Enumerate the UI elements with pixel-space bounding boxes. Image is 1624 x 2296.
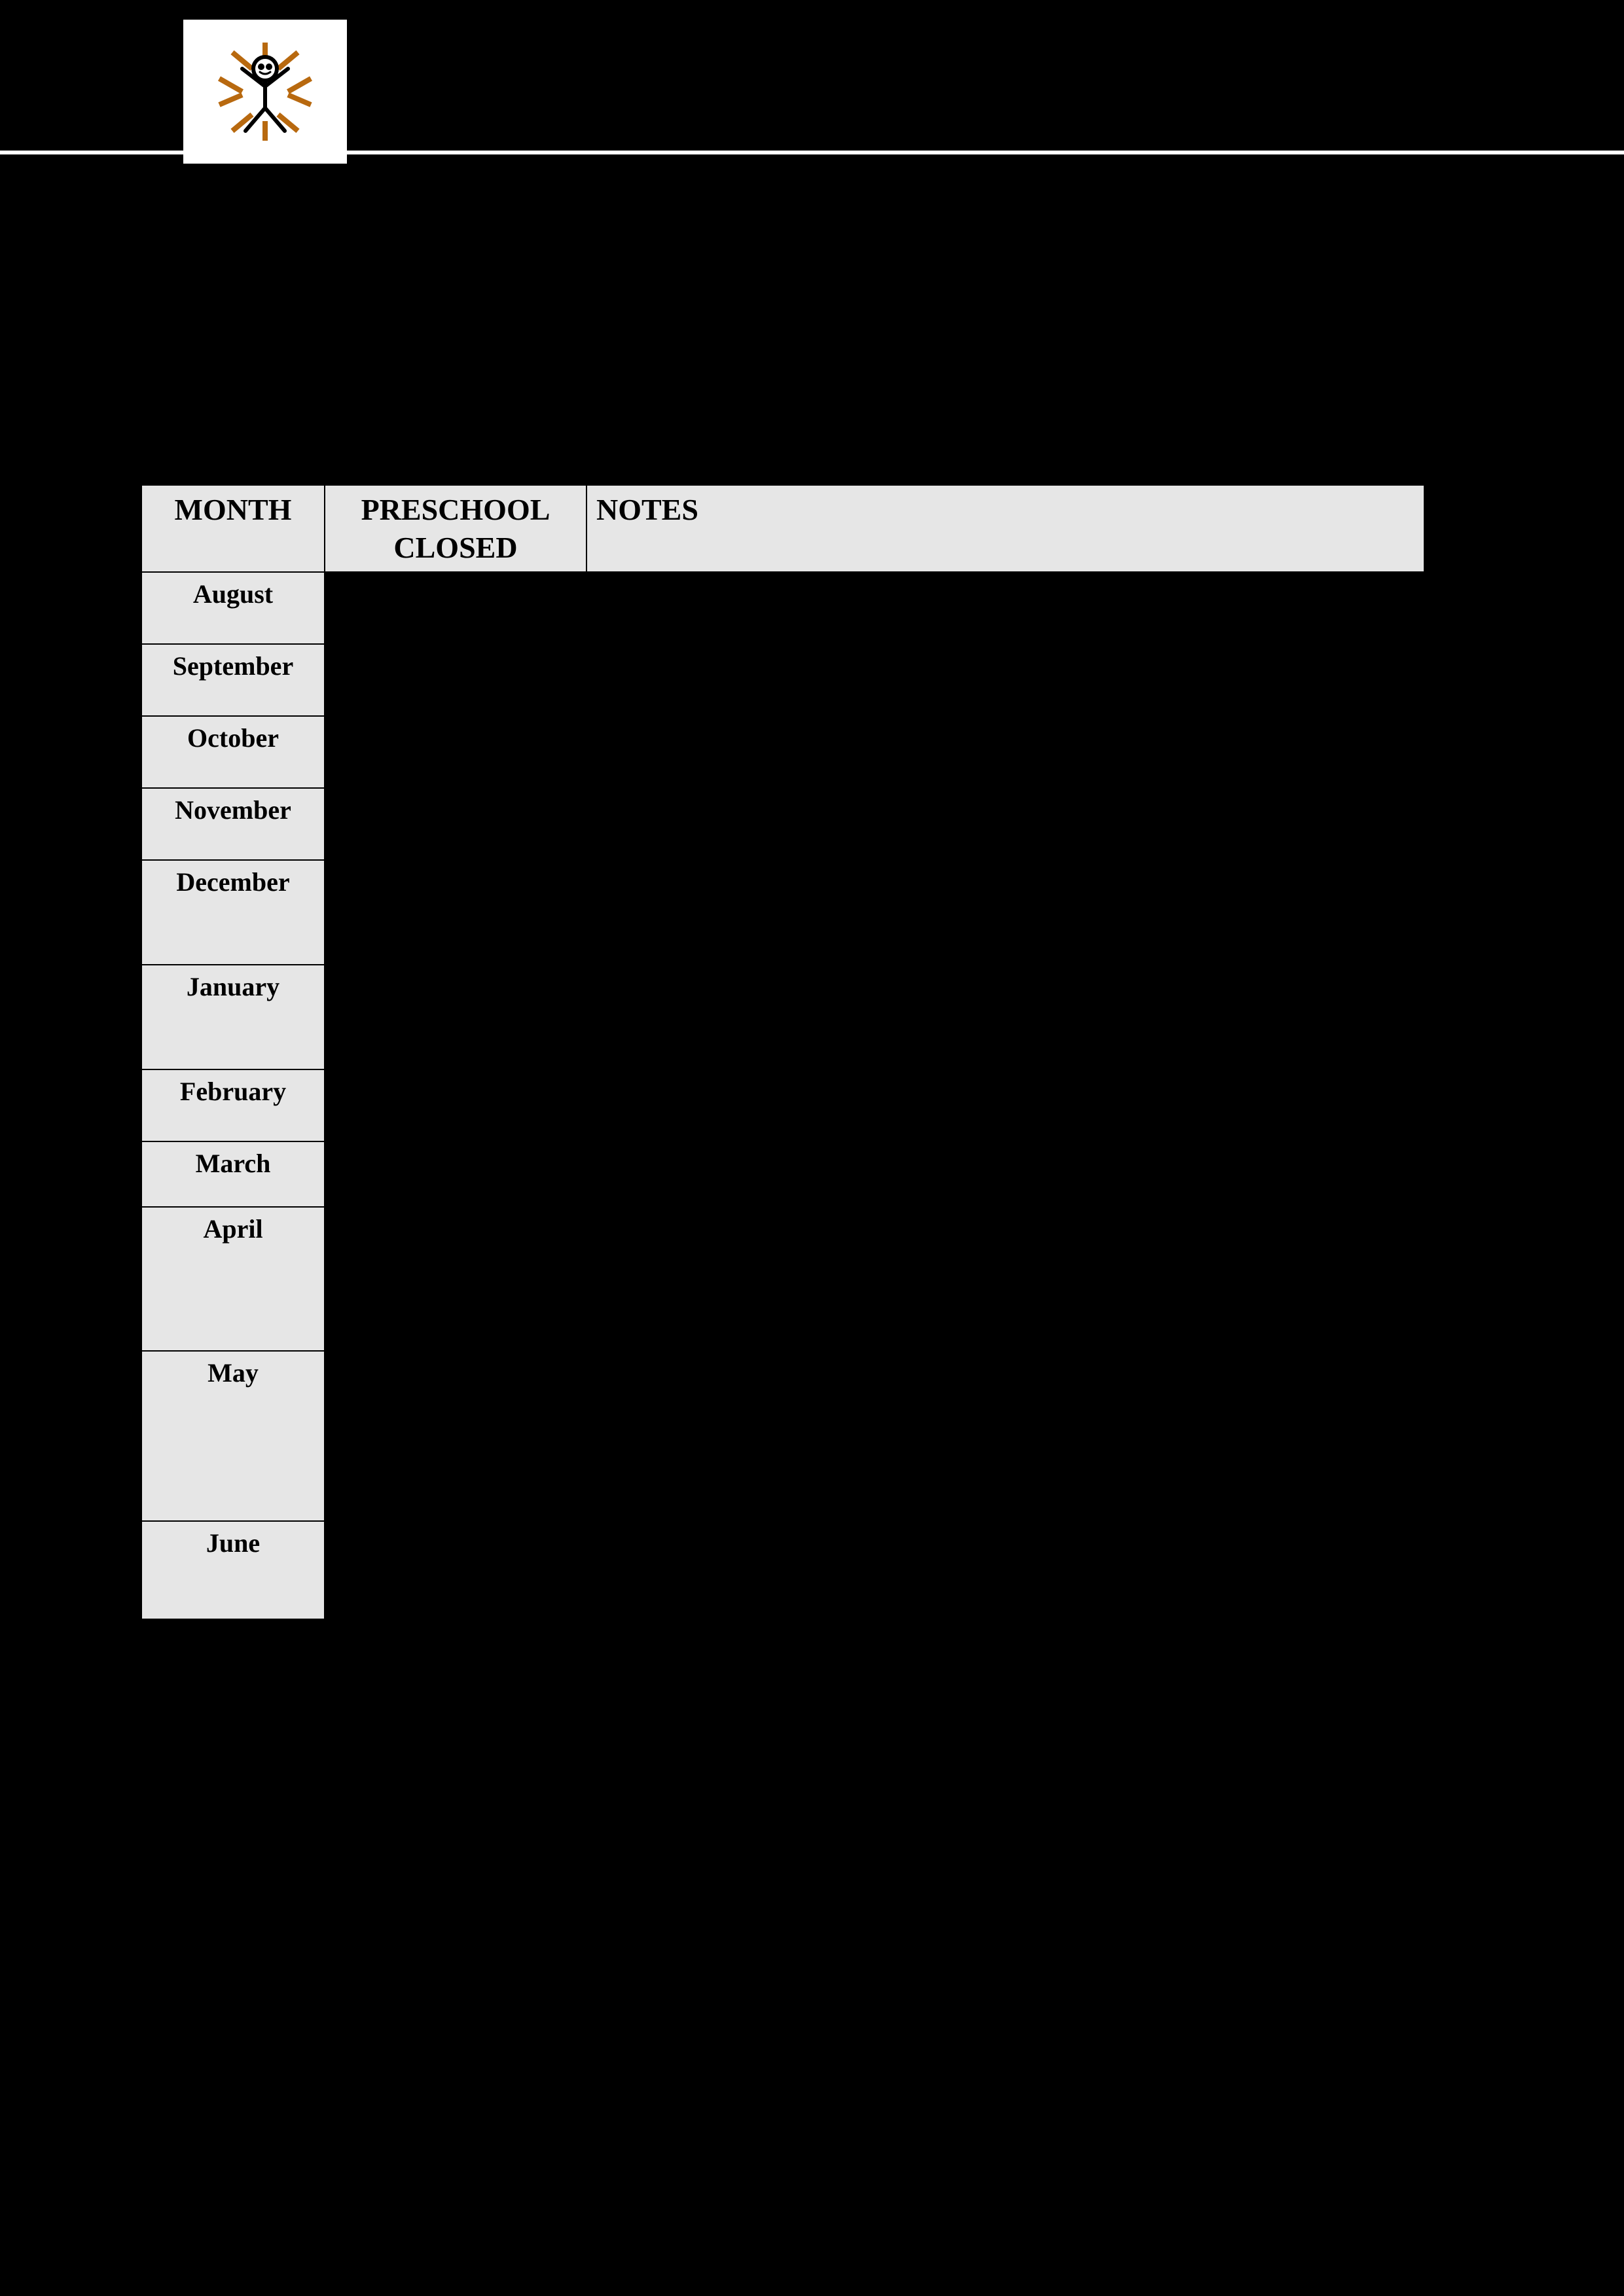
table-row: August: [141, 572, 1424, 644]
notes-cell: [586, 572, 1424, 644]
table-row: May: [141, 1351, 1424, 1521]
notes-cell: [586, 1207, 1424, 1351]
schedule-table-container: MONTH PRESCHOOL CLOSED NOTES AugustSepte…: [141, 484, 1425, 1620]
closed-cell: [325, 1521, 586, 1619]
month-cell: December: [141, 860, 325, 965]
month-cell: June: [141, 1521, 325, 1619]
table-header-row: MONTH PRESCHOOL CLOSED NOTES: [141, 485, 1424, 572]
month-cell: October: [141, 716, 325, 788]
notes-cell: [586, 965, 1424, 1069]
header-rule: [0, 151, 1624, 154]
notes-cell: [586, 1351, 1424, 1521]
month-cell: April: [141, 1207, 325, 1351]
closed-cell: [325, 788, 586, 860]
closed-cell: [325, 1141, 586, 1207]
notes-cell: [586, 1521, 1424, 1619]
notes-cell: [586, 1141, 1424, 1207]
month-cell: September: [141, 644, 325, 716]
notes-cell: [586, 1069, 1424, 1141]
month-cell: March: [141, 1141, 325, 1207]
closed-cell: [325, 1351, 586, 1521]
table-row: February: [141, 1069, 1424, 1141]
schedule-table: MONTH PRESCHOOL CLOSED NOTES AugustSepte…: [141, 484, 1425, 1620]
notes-cell: [586, 788, 1424, 860]
closed-cell: [325, 716, 586, 788]
table-row: April: [141, 1207, 1424, 1351]
stick-figure-logo-icon: [206, 33, 324, 151]
month-cell: November: [141, 788, 325, 860]
month-cell: February: [141, 1069, 325, 1141]
table-row: November: [141, 788, 1424, 860]
month-cell: August: [141, 572, 325, 644]
table-row: January: [141, 965, 1424, 1069]
notes-cell: [586, 860, 1424, 965]
closed-cell: [325, 572, 586, 644]
table-row: October: [141, 716, 1424, 788]
month-cell: May: [141, 1351, 325, 1521]
notes-cell: [586, 716, 1424, 788]
table-body: AugustSeptemberOctoberNovemberDecemberJa…: [141, 572, 1424, 1619]
col-header-closed: PRESCHOOL CLOSED: [325, 485, 586, 572]
closed-cell: [325, 965, 586, 1069]
table-row: June: [141, 1521, 1424, 1619]
table-row: March: [141, 1141, 1424, 1207]
closed-cell: [325, 644, 586, 716]
closed-cell: [325, 1069, 586, 1141]
col-header-month: MONTH: [141, 485, 325, 572]
table-row: September: [141, 644, 1424, 716]
notes-cell: [586, 644, 1424, 716]
col-header-notes: NOTES: [586, 485, 1424, 572]
closed-cell: [325, 860, 586, 965]
month-cell: January: [141, 965, 325, 1069]
table-row: December: [141, 860, 1424, 965]
logo-container: [183, 20, 347, 164]
closed-cell: [325, 1207, 586, 1351]
